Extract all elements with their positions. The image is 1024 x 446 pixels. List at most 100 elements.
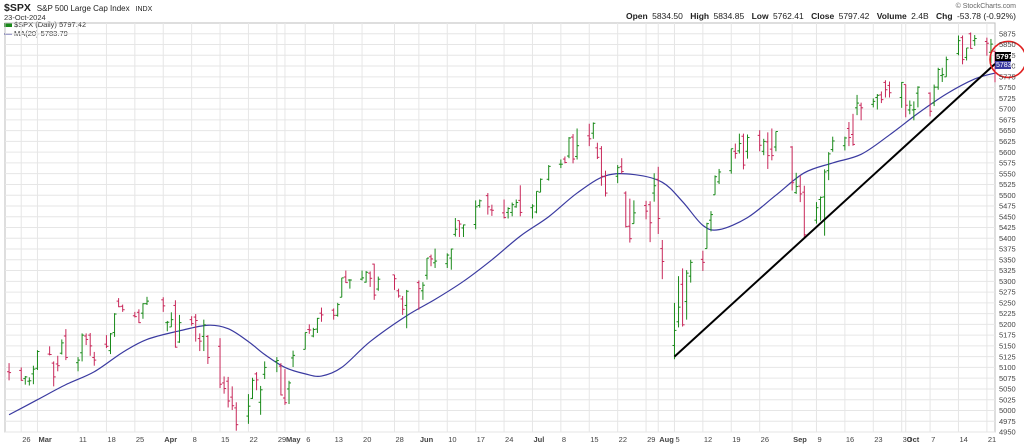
chg-label: Chg — [936, 11, 953, 21]
chart-header: $SPX S&P 500 Large Cap Index INDX 23-Oct… — [4, 2, 1016, 38]
y-tick-label: 5325 — [999, 266, 1016, 275]
x-tick-label: May — [286, 435, 301, 444]
ohlc-bar — [850, 113, 855, 146]
ohlc-bar — [510, 202, 515, 217]
x-tick-label: 7 — [931, 435, 935, 444]
ohlc-bar — [461, 224, 466, 237]
x-tick-label: 25 — [136, 435, 144, 444]
ohlc-bar — [603, 170, 608, 197]
ohlc-bar — [575, 128, 580, 160]
ohlc-bar — [489, 204, 494, 216]
ohlc-bar — [936, 67, 941, 90]
y-tick-label: 5400 — [999, 234, 1016, 243]
ohlc-bar — [112, 313, 117, 337]
ohlc-bar — [161, 297, 166, 312]
ohlc-bar — [27, 377, 32, 386]
ohlc-bar — [250, 377, 255, 399]
ohlc-bar — [680, 268, 685, 327]
ohlc-bar — [842, 136, 847, 151]
close-price-tag-label: 5797.42 — [996, 52, 1023, 61]
ohlc-bar — [246, 394, 251, 424]
watermark: © StockCharts.com — [956, 2, 1017, 10]
ohlc-bar — [822, 169, 827, 236]
ohlc-bar — [339, 277, 344, 298]
ohlc-bar — [205, 335, 210, 364]
ohlc-bar — [928, 92, 933, 117]
y-tick-label: 5000 — [999, 406, 1016, 415]
x-tick-label: 22 — [249, 435, 257, 444]
ohlc-bar — [648, 201, 653, 243]
ohlc-bar — [684, 270, 689, 320]
x-tick-label: 26 — [22, 435, 30, 444]
ohlc-bar — [915, 86, 920, 108]
ohlc-bar — [802, 185, 807, 238]
y-tick-label: 5725 — [999, 94, 1016, 103]
ohlc-bar — [473, 200, 478, 230]
ma-price-tag-label: 5783.79 — [996, 62, 1021, 69]
x-tick-label: 11 — [79, 435, 87, 444]
y-tick-label: 5375 — [999, 245, 1016, 254]
ohlc-bar — [940, 67, 945, 82]
ohlc-bar — [587, 123, 592, 147]
ohlc-bar — [7, 363, 12, 381]
y-tick-label: 5575 — [999, 159, 1016, 168]
chart-date: 23-Oct-2024 — [4, 13, 46, 22]
ohlc-bar — [672, 302, 677, 360]
close-price-tag — [995, 52, 1011, 61]
x-tick-label: 8 — [562, 435, 566, 444]
close-label: Close — [811, 11, 834, 21]
y-tick-label: 5350 — [999, 255, 1016, 264]
ohlc-bar — [120, 304, 125, 312]
ohlc-bar — [453, 218, 458, 237]
symbol-label: $SPX — [4, 2, 31, 14]
x-tick-label: Jul — [533, 435, 544, 444]
ma-price-tag — [995, 61, 1011, 69]
ohlc-bar — [530, 204, 535, 219]
x-tick-label: 23 — [874, 435, 882, 444]
ohlc-bar — [883, 80, 888, 98]
y-tick-label: 5150 — [999, 341, 1016, 350]
ohlc-bar — [457, 220, 462, 237]
x-tick-label: 26 — [761, 435, 769, 444]
ohlc-bar — [392, 274, 397, 290]
close-value: 5797.42 — [839, 11, 870, 21]
x-tick-label: Mar — [38, 435, 51, 444]
ohlc-bar — [944, 56, 949, 78]
ohlc-bar — [688, 259, 693, 283]
ohlc-bar — [307, 324, 312, 334]
ohlc-bar — [189, 316, 194, 326]
annotations — [673, 40, 1024, 358]
y-tick-label: 5675 — [999, 115, 1016, 124]
ohlc-bar — [855, 94, 860, 116]
x-tick-label: 29 — [647, 435, 655, 444]
x-tick-label: 15 — [221, 435, 229, 444]
ohlc-bar — [173, 300, 178, 348]
y-tick-label: 5750 — [999, 83, 1016, 92]
high-value: 5834.85 — [713, 11, 744, 21]
y-tick-label: 5200 — [999, 320, 1016, 329]
y-tick-label: 5525 — [999, 180, 1016, 189]
ohlc-bar — [757, 130, 762, 152]
ohlc-bar — [445, 253, 450, 268]
y-tick-label: 5475 — [999, 202, 1016, 211]
y-tick-label: 4975 — [999, 417, 1016, 426]
ohlc-bar — [335, 302, 340, 317]
ohlc-bar — [765, 132, 770, 169]
ohlc-bar — [84, 333, 89, 346]
ohlc-bar — [859, 102, 864, 121]
ohlc-bar — [140, 303, 145, 319]
ohlc-bar — [376, 276, 381, 291]
ohlc-bar — [660, 239, 665, 280]
x-tick-label: 17 — [477, 435, 485, 444]
y-tick-label: 5775 — [999, 72, 1016, 81]
x-tick-label: 28 — [396, 435, 404, 444]
ohlc-bar — [88, 332, 93, 356]
x-tick-label: 29 — [278, 435, 286, 444]
ohlc-bar — [988, 38, 993, 64]
ohlc-bar — [258, 385, 263, 415]
y-tick-label: 5075 — [999, 374, 1016, 383]
y-tick-label: 5050 — [999, 385, 1016, 394]
chart-title: $SPX S&P 500 Large Cap Index INDX — [4, 2, 153, 14]
ohlc-bar — [19, 367, 24, 381]
